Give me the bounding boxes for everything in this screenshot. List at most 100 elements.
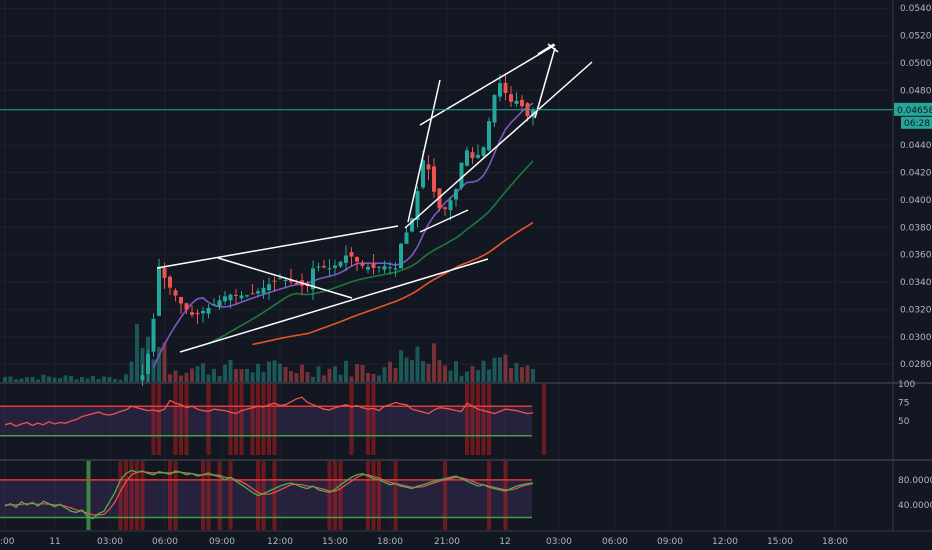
volume-bar [481,360,486,382]
candle-body [465,150,469,166]
candle-body [173,290,178,296]
candle-body [179,297,183,304]
time-tick-label: 12 [499,537,510,547]
volume-bar [107,377,112,382]
stoch-signal-marker [487,461,491,530]
candle-body [410,218,414,232]
stoch-signal-marker [173,461,178,530]
volume-bar [393,368,398,382]
candle-body [261,287,266,294]
candle-body [201,311,205,314]
rsi-overbought-marker [476,384,480,455]
volume-bar [124,374,128,382]
candle-body [426,164,431,170]
stoch-signal-marker [206,461,211,530]
candle-body [476,154,480,158]
time-tick-label: 03:00 [97,537,123,547]
candle-body [503,82,508,93]
volume-bar [371,373,376,382]
volume-bar [8,376,13,382]
candle-body [393,268,398,270]
candle-body [382,266,387,270]
candle-body [333,265,337,268]
volume-bar [278,363,282,382]
trendline-drawings[interactable] [156,43,593,353]
candle-body [366,266,370,270]
candle-body [162,267,167,279]
rsi-panel[interactable]: 100 75 50 [0,380,915,455]
volume-bar [190,368,194,382]
candle-body [498,83,502,97]
volume-bar [283,367,288,382]
candle-body [228,294,233,301]
stoch-signal-marker [272,461,277,530]
volume-bar [201,363,205,382]
candle-body [415,191,420,220]
volume-bar [113,378,117,382]
stoch-signal-marker [371,461,376,530]
volume-bar [184,372,189,382]
volume-bar [179,375,183,382]
rsi-overbought-marker [371,384,376,455]
candle-body [399,243,403,269]
candle-body [355,257,359,262]
time-tick-label: 03:00 [546,537,572,547]
rsi-overbought-marker [173,384,178,455]
candle-body [234,294,238,296]
candle-body [195,312,200,315]
stoch-signal-marker [124,461,128,530]
candle-body [239,295,244,299]
rsi-line [4,396,534,427]
trendline [407,79,441,223]
time-axis[interactable]: :00 11 03:00 06:00 09:00 12:00 15:00 18:00 21:00… [0,537,848,547]
volume-bar [382,367,387,382]
volume-bar [234,369,238,382]
volume-bar [168,374,172,382]
candle-body [509,94,513,102]
time-tick-label: 18:00 [822,537,848,547]
candle-body [294,283,299,285]
volume-bar [85,378,90,382]
candle-body [531,109,535,117]
volume-bar [80,377,84,382]
volume-bar [509,368,513,382]
volume-bar [162,342,167,382]
volume-bar [157,346,161,382]
candle-body [432,166,436,192]
candle-body [311,268,315,290]
stochastic-panel[interactable]: 80.00000 40.00000 [0,461,932,530]
rsi-band [0,406,532,436]
moving-average-line [252,221,534,346]
volume-bar [454,361,458,382]
volume-bar [327,368,332,382]
stoch-band [0,479,532,518]
candle-body [514,100,519,104]
volume-bar [377,375,381,382]
candle-body [388,267,392,269]
candle-body [327,268,332,270]
volume-bar [415,346,420,382]
volume-bar [487,369,491,382]
volume-bar [25,377,29,382]
volume-bar [135,323,139,382]
rsi-overbought-marker [157,384,161,455]
volume-bar [349,376,354,382]
stoch-signal-marker [377,461,381,530]
trendline [156,225,399,269]
volume-bar [261,372,266,382]
rsi-overbought-marker [239,384,244,455]
volume-bar [47,376,51,382]
volume-bar [118,379,123,382]
candlesticks[interactable] [140,73,536,387]
rsi-overbought-marker [228,384,233,455]
candle-body [272,280,277,282]
time-tick-label: 21:00 [434,537,460,547]
candle-body [448,200,453,211]
volume-bar [344,360,348,382]
